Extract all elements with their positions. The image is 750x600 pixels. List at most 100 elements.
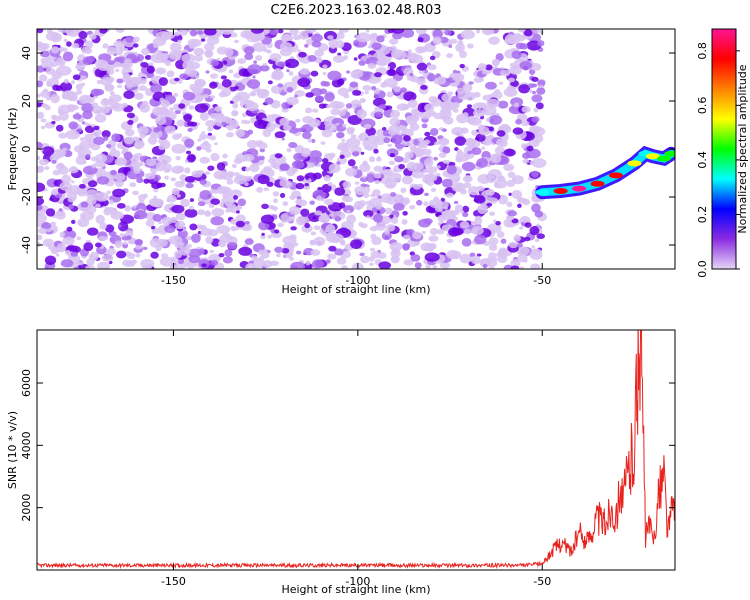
noise-speckle [423,246,429,251]
noise-speckle [504,34,518,45]
noise-speckle [37,241,42,248]
noise-speckle [177,165,185,173]
noise-speckle [530,248,542,256]
noise-speckle [409,205,416,210]
noise-speckle [185,150,192,155]
noise-speckle [311,33,323,42]
noise-speckle [367,63,377,69]
noise-speckle [359,98,366,104]
noise-speckle [349,81,359,88]
noise-speckle [41,60,54,69]
noise-speckle [327,70,342,81]
noise-speckle [84,40,94,49]
noise-speckle [159,97,165,103]
noise-speckle [294,118,301,123]
noise-speckle [187,127,193,132]
noise-speckle [233,175,247,185]
noise-speckle [387,183,394,188]
noise-speckle [461,238,472,247]
noise-speckle [281,108,289,113]
noise-speckle [420,84,428,90]
noise-speckle [464,141,470,146]
noise-speckle [429,55,436,61]
noise-speckle [365,29,370,33]
noise-speckle [528,139,540,148]
noise-speckle [193,90,199,95]
noise-speckle [131,190,140,196]
noise-speckle [75,90,83,95]
noise-speckle [330,184,337,191]
noise-speckle [125,35,134,43]
noise-speckle [409,122,420,131]
noise-speckle [209,188,216,194]
noise-speckle [312,216,317,220]
noise-speckle [310,70,319,77]
noise-speckle [309,200,315,205]
noise-speckle [139,103,151,113]
noise-speckle [225,208,231,213]
noise-speckle [259,64,270,72]
noise-speckle [506,215,511,219]
noise-speckle [488,244,498,251]
noise-speckle [363,160,368,165]
noise-speckle [110,208,119,215]
noise-speckle [62,51,74,62]
noise-speckle [402,103,410,110]
noise-speckle [531,158,547,168]
noise-speckle [106,46,118,55]
noise-speckle [114,157,128,166]
noise-speckle [359,176,369,183]
noise-speckle [382,127,387,131]
signal-trace-point [664,150,675,157]
noise-speckle [82,110,93,120]
noise-speckle [77,191,86,197]
noise-speckle [378,104,387,110]
noise-speckle [196,169,205,175]
noise-speckle [125,229,134,238]
noise-speckle [153,188,159,193]
noise-speckle [244,182,249,187]
noise-speckle [392,32,403,40]
noise-speckle [263,187,270,192]
noise-speckle [274,131,286,139]
noise-speckle [312,122,316,127]
noise-speckle [61,229,77,240]
noise-speckle [68,121,79,130]
noise-speckle [177,258,185,265]
noise-speckle [52,191,58,196]
noise-speckle [294,94,299,98]
noise-speckle [186,121,195,127]
noise-speckle [487,223,502,234]
noise-speckle [116,202,126,209]
noise-speckle [354,181,360,185]
noise-speckle [389,242,403,252]
noise-speckle [300,147,311,158]
noise-speckle [289,29,299,36]
noise-speckle [149,198,161,206]
noise-speckle [496,252,503,258]
noise-speckle [169,42,182,53]
noise-speckle [458,39,463,44]
noise-speckle [295,182,305,190]
noise-speckle [238,68,250,77]
noise-speckle [37,29,44,34]
noise-speckle [381,231,392,241]
noise-speckle [231,110,239,117]
noise-speckle [394,155,404,163]
noise-speckle [302,177,312,185]
y-tick-label: 2000 [20,494,33,522]
noise-speckle [300,208,310,217]
noise-speckle [471,147,482,156]
noise-speckle [83,242,94,252]
noise-speckle [114,61,121,66]
noise-speckle [180,198,190,208]
noise-speckle [136,177,144,184]
noise-speckle [50,93,60,104]
noise-speckle [188,205,194,210]
noise-speckle [213,170,228,180]
noise-speckle [266,181,274,187]
noise-speckle [93,125,100,131]
noise-speckle [488,237,499,246]
noise-speckle [116,78,124,84]
noise-speckle [59,46,65,52]
